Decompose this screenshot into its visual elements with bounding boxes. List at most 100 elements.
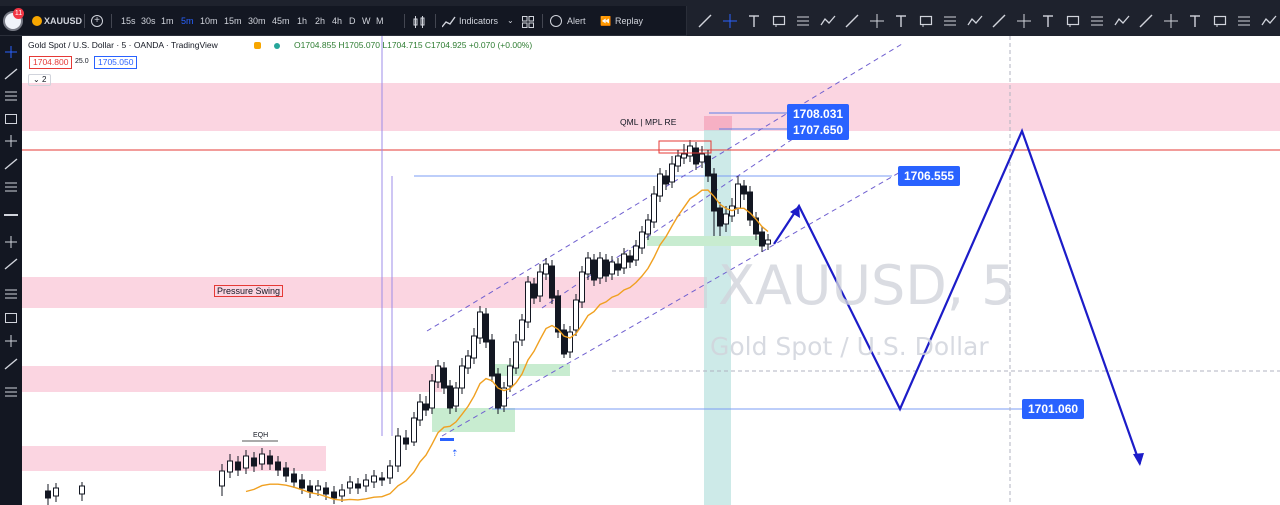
pattern-icon[interactable] (1, 111, 21, 127)
candle-body (657, 173, 663, 197)
timeframe-45m[interactable]: 45m (272, 16, 290, 26)
comment-icon[interactable] (893, 13, 909, 29)
magnet-icon[interactable] (1, 286, 21, 302)
chevron-down-icon[interactable]: ⌄ (507, 16, 514, 25)
fib-extension-icon[interactable] (942, 13, 958, 29)
timeframe-5m[interactable]: 5m (181, 16, 194, 26)
candle-body (53, 487, 59, 497)
timeframe-15m[interactable]: 15m (224, 16, 242, 26)
watermark-symbol: XAUUSD, 5 (718, 254, 1016, 317)
candle-body (501, 387, 507, 407)
divider (435, 14, 436, 28)
timeframe-4h[interactable]: 4h (332, 16, 343, 26)
text-icon[interactable] (771, 13, 787, 29)
cursor-arrow-icon[interactable] (819, 13, 836, 29)
vertical-line-icon[interactable] (1212, 13, 1228, 29)
trash-icon[interactable] (1, 384, 21, 400)
lock-drawing-icon[interactable] (1, 310, 21, 326)
chart-title[interactable]: Gold Spot / U.S. Dollar · 5 · OANDA · Tr… (28, 40, 218, 50)
replay-button[interactable]: Replay (615, 16, 644, 26)
brush-icon[interactable] (697, 13, 713, 29)
chart-type-candles-icon[interactable] (412, 15, 426, 28)
timeframe-2h[interactable]: 2h (315, 16, 326, 26)
symbol-search-button[interactable]: XAUUSD (44, 16, 83, 26)
timeframe-30s[interactable]: 30s (141, 16, 156, 26)
candle-body (235, 461, 241, 471)
candle-body (699, 153, 705, 163)
timeframe-W[interactable]: W (362, 16, 371, 26)
candle-body (567, 331, 573, 353)
candle-body (363, 479, 369, 487)
timeframe-1h[interactable]: 1h (297, 16, 308, 26)
candle-body (45, 490, 51, 499)
pattern-icon[interactable] (966, 13, 983, 29)
ruler-icon[interactable] (1016, 13, 1032, 29)
channel-lower-line (441, 170, 903, 437)
candle-body (495, 373, 501, 409)
timeframe-1m[interactable]: 1m (161, 16, 174, 26)
candle-body (483, 313, 489, 343)
candle-body (447, 385, 453, 409)
candle-body (355, 483, 361, 489)
candle-body (765, 239, 771, 245)
forecast-icon[interactable] (1, 133, 21, 149)
pin-icon[interactable] (869, 13, 885, 29)
rectangle-icon[interactable] (1065, 13, 1081, 29)
candle-body (519, 319, 525, 341)
alert-button[interactable]: Alert (567, 16, 586, 26)
pen-icon[interactable] (1113, 13, 1130, 29)
callout-icon[interactable] (844, 13, 860, 29)
crosshair-icon[interactable] (1, 44, 21, 60)
ask-price-button[interactable]: 1705.050 (94, 56, 138, 69)
highlighter-icon[interactable] (1089, 13, 1105, 29)
compare-symbol-icon[interactable]: + (91, 15, 103, 27)
fib-icon[interactable] (1, 88, 21, 104)
menu-lines-icon[interactable] (1187, 13, 1203, 29)
collapse-indicators-button[interactable]: ⌄ 2 (28, 74, 52, 86)
timeframe-10m[interactable]: 10m (200, 16, 218, 26)
lock-icon[interactable] (1, 333, 21, 349)
bid-price-button[interactable]: 1704.800 (29, 56, 73, 69)
scissors-icon[interactable] (1236, 13, 1252, 29)
timeframe-M[interactable]: M (376, 16, 384, 26)
candle-body (627, 255, 633, 263)
brush-icon[interactable] (1, 179, 21, 195)
horizontal-line-icon[interactable] (1260, 13, 1277, 29)
fib-retracement-icon[interactable] (918, 13, 934, 29)
timeframe-D[interactable]: D (349, 16, 356, 26)
long-position-icon[interactable] (1138, 13, 1154, 29)
timeframe-15s[interactable]: 15s (121, 16, 136, 26)
crosshair-icon[interactable] (722, 13, 738, 29)
spread-value: 25.0 (75, 58, 89, 65)
candle-body (717, 207, 723, 227)
timeframe-30m[interactable]: 30m (248, 16, 266, 26)
curve-icon[interactable] (1163, 13, 1179, 29)
chart-canvas[interactable]: ⇡ (22, 36, 1280, 505)
projection-arrowhead-2 (1133, 453, 1144, 466)
prediction-icon[interactable] (1, 156, 21, 172)
projection-arrowhead-1 (790, 206, 800, 218)
candle-body (411, 417, 417, 443)
zoom-icon[interactable] (1, 256, 21, 272)
eraser-icon[interactable] (1040, 13, 1056, 29)
candle-body (597, 257, 603, 279)
indicator-count: 2 (41, 75, 47, 84)
text-cursor-icon[interactable] (746, 13, 762, 29)
candle-body (471, 335, 477, 359)
date-range-icon[interactable] (991, 13, 1007, 29)
chart-area[interactable]: ⇡ XAUUSD, 5 Gold Spot / U.S. Dollar Gold… (22, 36, 1280, 505)
trendline-icon[interactable] (1, 66, 21, 82)
indicators-button[interactable]: Indicators (459, 16, 499, 26)
eye-icon[interactable] (1, 356, 21, 372)
candle-body (651, 193, 657, 223)
candle-body (441, 367, 447, 389)
candle-body (347, 481, 353, 489)
templates-grid-icon[interactable] (522, 15, 534, 28)
trendline-icon[interactable] (795, 13, 811, 29)
separator (1, 207, 21, 223)
candle-body (251, 457, 257, 467)
qml-zone (704, 116, 732, 130)
candle-body (579, 271, 585, 303)
divider (404, 14, 405, 28)
ruler-icon[interactable] (1, 234, 21, 250)
